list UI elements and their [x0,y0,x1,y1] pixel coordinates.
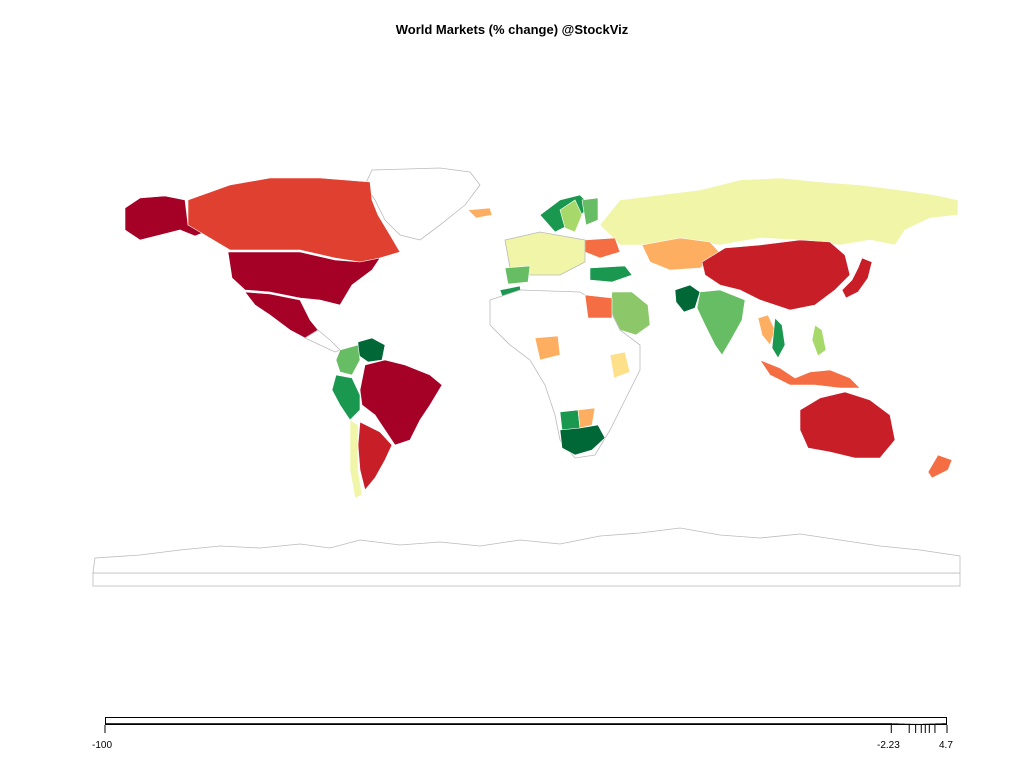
legend-segment [904,723,912,724]
region-zimbabwe[interactable] [577,407,596,429]
color-legend-bar [105,717,947,725]
legend-segment [910,723,918,724]
legend-segment [929,723,937,724]
region-greenland [364,167,481,241]
region-india[interactable] [696,289,746,356]
region-new-zealand[interactable] [927,454,953,479]
region-brazil[interactable] [359,359,443,446]
region-kenya[interactable] [609,351,631,379]
region-canada[interactable] [187,177,401,263]
region-iceland[interactable] [467,207,493,219]
region-nigeria[interactable] [534,335,561,361]
region-alaska[interactable] [124,195,206,241]
legend-segment [941,723,946,724]
legend-max-label: 4.7 [939,740,953,751]
region-antarctica [92,527,961,574]
region-egypt[interactable] [584,294,613,319]
region-japan[interactable] [841,257,873,299]
region-botswana[interactable] [559,409,581,431]
region-united-states[interactable] [227,251,381,306]
region-philippines[interactable] [811,324,827,357]
region-thailand[interactable] [757,314,776,346]
legend-mid-label: -2.23 [877,740,900,751]
map-title: World Markets (% change) @StockViz [395,22,629,37]
region-australia[interactable] [799,391,896,459]
region-argentina[interactable] [357,421,393,491]
region-turkey[interactable] [589,265,633,283]
region-china[interactable] [701,239,851,311]
region-sweden[interactable] [559,199,583,233]
region-finland[interactable] [581,197,599,226]
legend-segment [917,723,924,724]
legend-segment-low [106,723,893,724]
region-pakistan[interactable] [674,284,701,313]
map-frame [92,572,961,587]
legend-segment [935,723,943,724]
legend-segment [892,723,899,724]
legend-segment [923,723,930,724]
region-chile[interactable] [349,419,363,499]
legend-ticks [104,725,948,733]
legend-gradient [106,723,946,724]
region-vietnam[interactable] [771,317,786,359]
region-spain[interactable] [504,265,531,285]
region-ukraine[interactable] [584,237,621,259]
legend-min-label: -100 [92,740,113,751]
region-south-africa[interactable] [559,424,606,456]
region-peru[interactable] [331,374,361,421]
region-venezuela[interactable] [357,337,386,363]
region-indonesia[interactable] [759,359,861,389]
legend-segment [898,723,906,724]
region-colombia[interactable] [335,344,361,376]
region-russia[interactable] [599,177,959,246]
